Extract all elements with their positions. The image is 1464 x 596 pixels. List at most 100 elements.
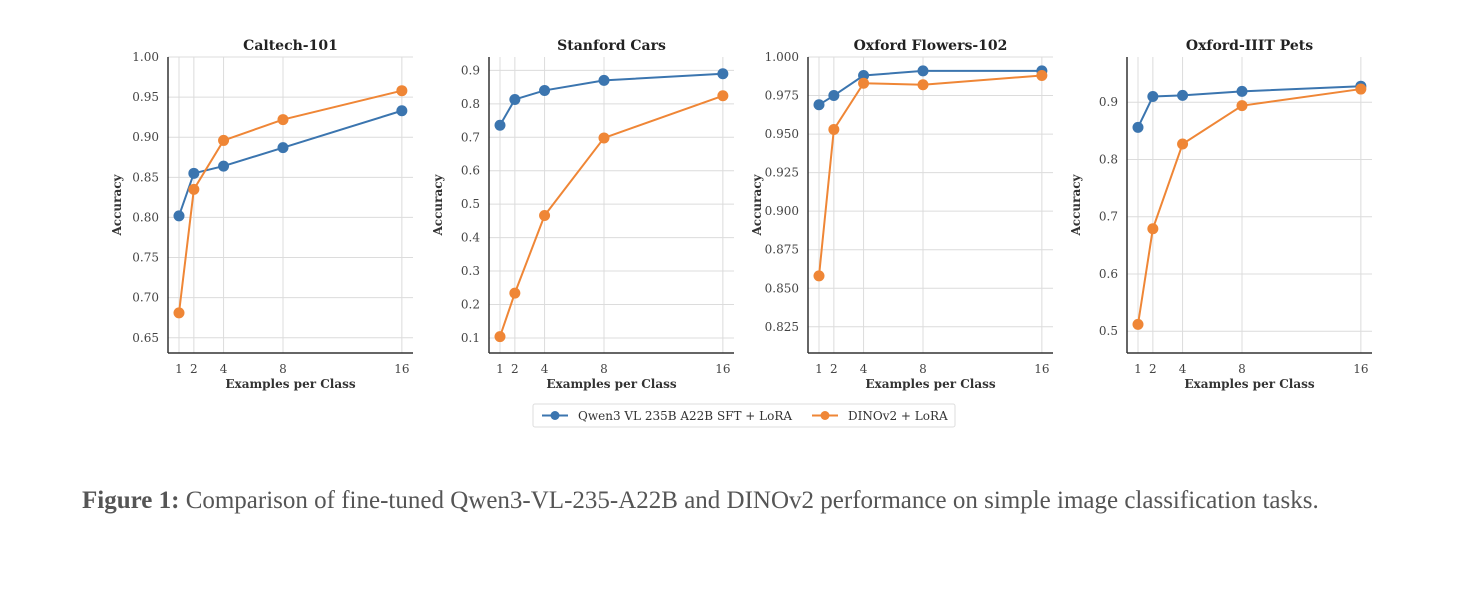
series-line — [1137, 88, 1361, 325]
data-point — [277, 142, 289, 154]
x-tick-label: 4 — [541, 362, 549, 376]
data-point — [218, 160, 230, 172]
data-point — [173, 307, 185, 319]
chart-panel: 0.1 0.2 0.3 0.4 0.5 0.6 0.7 0.8 0.9 1 2 4 8 16 Stanfor… — [431, 38, 734, 391]
x-tick-label: 2 — [1149, 362, 1157, 376]
data-point — [813, 99, 825, 111]
y-tick-label: 0.90 — [132, 130, 159, 144]
series-line — [1137, 85, 1361, 128]
y-tick-label: 0.65 — [132, 331, 159, 345]
data-point — [813, 270, 825, 282]
legend-label: DINOv2 + LoRA — [848, 409, 948, 423]
y-axis-label: Accuracy — [110, 173, 124, 236]
x-tick-label: 16 — [394, 362, 409, 376]
y-tick-label: 0.8 — [461, 97, 480, 111]
chart-panel: 0.5 0.6 0.7 0.8 0.9 1 2 4 8 16 Oxford-IIIT Pets Exa… — [1069, 38, 1372, 391]
caption-label: Figure 1: — [82, 487, 180, 514]
y-tick-label: 1.000 — [765, 50, 799, 64]
y-tick-label: 0.80 — [132, 210, 159, 224]
x-tick-label: 8 — [1238, 362, 1246, 376]
data-point — [717, 90, 729, 102]
chart-panel: 0.825 0.850 0.875 0.900 0.925 0.950 0.975 1.000… — [750, 38, 1053, 391]
x-tick-label: 8 — [600, 362, 608, 376]
data-point — [1132, 121, 1144, 133]
x-tick-label: 2 — [511, 362, 519, 376]
data-point — [1236, 100, 1248, 112]
legend-marker — [820, 411, 830, 420]
x-tick-label: 8 — [919, 362, 927, 376]
data-point — [1036, 70, 1048, 81]
y-axis-label: Accuracy — [431, 173, 445, 236]
y-tick-label: 0.75 — [132, 251, 159, 265]
data-point — [828, 90, 840, 102]
series-line — [178, 89, 403, 314]
figure-caption: Figure 1: Comparison of fine-tuned Qwen3… — [82, 482, 1402, 520]
x-axis-label: Examples per Class — [865, 377, 995, 391]
data-point — [218, 134, 230, 146]
y-tick-label: 0.9 — [1099, 95, 1118, 109]
series-line — [499, 72, 723, 126]
data-point — [1147, 91, 1159, 103]
x-tick-label: 1 — [175, 362, 183, 376]
chart-title: Caltech-101 — [243, 38, 338, 54]
data-point — [598, 132, 610, 144]
data-point — [494, 119, 506, 131]
data-point — [396, 105, 408, 117]
x-tick-label: 4 — [1179, 362, 1187, 376]
y-tick-label: 0.6 — [461, 164, 480, 178]
data-point — [188, 167, 200, 179]
y-tick-label: 0.1 — [461, 331, 480, 345]
data-point — [277, 114, 289, 126]
y-tick-label: 0.7 — [461, 130, 480, 144]
data-point — [858, 77, 870, 89]
y-tick-label: 0.4 — [461, 231, 480, 245]
data-point — [539, 210, 551, 222]
legend-label: Qwen3 VL 235B A22B SFT + LoRA — [578, 409, 792, 423]
x-axis-label: Examples per Class — [225, 377, 355, 391]
x-tick-label: 8 — [279, 362, 287, 376]
data-point — [917, 79, 929, 91]
y-tick-label: 0.825 — [765, 320, 799, 334]
x-tick-label: 1 — [815, 362, 823, 376]
data-point — [1147, 223, 1159, 235]
data-point — [509, 287, 521, 299]
chart-title: Oxford Flowers-102 — [854, 38, 1008, 54]
data-point — [1177, 89, 1189, 101]
y-tick-label: 0.925 — [765, 166, 799, 180]
data-point — [539, 84, 551, 96]
y-tick-label: 0.95 — [132, 90, 159, 104]
y-tick-label: 0.6 — [1099, 267, 1118, 281]
y-tick-label: 1.00 — [132, 50, 159, 64]
chart-title: Stanford Cars — [557, 38, 666, 54]
data-point — [858, 70, 870, 81]
figure: 0.650.700.750.800.850.900.951.001 2 4 8 16Ca… — [110, 38, 1372, 428]
chart-panel: 0.65 0.70 0.75 0.80 0.85 0.90 0.95 1.00 1 2 4 8 16 Ca… — [110, 38, 413, 391]
x-axis-label: Examples per Class — [1184, 377, 1314, 391]
x-tick-label: 2 — [190, 362, 198, 376]
series-line — [178, 109, 403, 217]
y-tick-label: 0.2 — [461, 298, 480, 312]
data-point — [1177, 138, 1189, 150]
data-point — [188, 183, 200, 195]
legend: Qwen3 VL 235B A22B SFT + LoRA DINOv2 + Lo… — [532, 403, 956, 428]
y-tick-label: 0.975 — [765, 89, 799, 103]
x-tick-label: 2 — [830, 362, 838, 376]
legend-marker — [550, 411, 560, 420]
data-point — [173, 210, 185, 222]
series-line — [499, 94, 724, 337]
series-line — [817, 74, 1042, 277]
y-tick-label: 0.8 — [1099, 152, 1118, 166]
data-point — [717, 68, 729, 80]
y-tick-label: 0.3 — [461, 264, 480, 278]
x-tick-label: 16 — [1353, 362, 1368, 376]
caption-text: Comparison of fine-tuned Qwen3-VL-235-A2… — [179, 487, 1319, 514]
x-tick-label: 4 — [220, 362, 228, 376]
data-point — [828, 123, 840, 135]
y-tick-label: 0.875 — [765, 243, 799, 257]
x-tick-label: 4 — [860, 362, 868, 376]
x-axis-label: Examples per Class — [546, 377, 676, 391]
y-tick-label: 0.5 — [461, 197, 480, 211]
x-tick-label: 16 — [715, 362, 730, 376]
data-point — [917, 65, 929, 77]
data-point — [1236, 85, 1248, 97]
